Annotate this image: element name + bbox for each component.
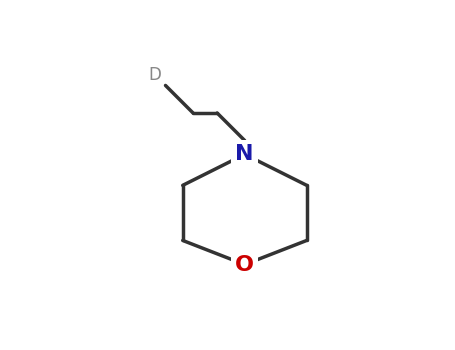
Text: O: O <box>235 254 254 274</box>
Text: N: N <box>236 144 254 164</box>
Text: D: D <box>149 66 162 84</box>
